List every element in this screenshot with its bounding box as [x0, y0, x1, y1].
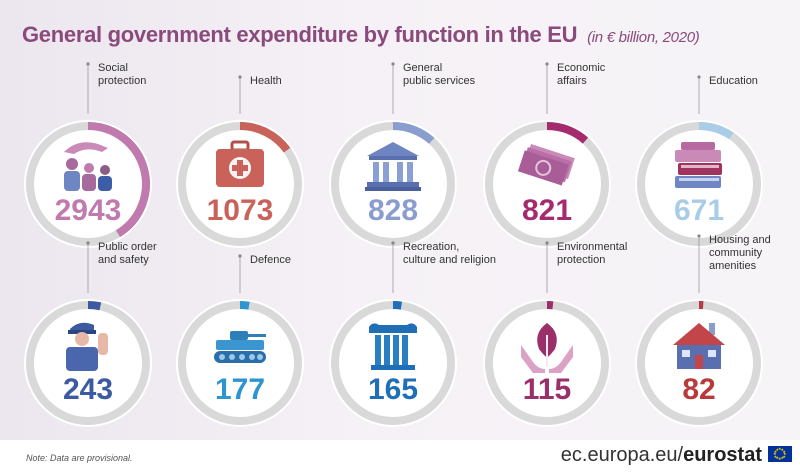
category-label: Recreation, — [403, 241, 459, 253]
category-label: amenities — [709, 260, 757, 272]
chart-title-text: General government expenditure by functi… — [22, 22, 578, 47]
leader-dot — [238, 254, 242, 258]
chart-subtitle: (in € billion, 2020) — [587, 29, 700, 46]
category-label: Defence — [250, 254, 291, 266]
leader-dot — [238, 75, 242, 79]
category-label: Economic — [557, 62, 606, 74]
value-arc — [87, 301, 102, 311]
footer-bar — [0, 440, 800, 473]
value-label: 2943 — [55, 194, 122, 227]
value-arc — [392, 301, 402, 310]
eurostat-url[interactable]: ec.europa.eu/eurostat — [561, 444, 762, 467]
flag-star-icon: ★ — [782, 448, 786, 454]
expenditure-tiles: Socialprotection2943Health1073Generalpub… — [24, 62, 771, 427]
flag-star-icon: ★ — [773, 451, 777, 456]
eu-flag-icon: ★ ★ ★ ★ ★ ★ ★ ★ ★ ★ ★ ★ — [768, 446, 792, 462]
expenditure-ring-chart: Socialprotection2943Health1073Generalpub… — [24, 62, 771, 427]
value-arc — [392, 122, 435, 144]
category-label: community — [709, 247, 763, 259]
flag-star-icon: ★ — [773, 448, 778, 454]
value-arc — [239, 301, 250, 310]
value-arc — [698, 122, 734, 140]
flag-star-icon: ★ — [778, 456, 782, 461]
ring-tile-7: Recreation,culture and religion 165 — [329, 241, 496, 427]
value-label: 1073 — [207, 194, 274, 227]
ring-tile-1: Health 1073 — [176, 75, 304, 248]
footnote: Note: Data are provisional. — [26, 453, 133, 463]
leader-dot — [86, 62, 90, 66]
category-label: Public order — [98, 241, 157, 253]
value-label: 115 — [523, 373, 571, 406]
flag-star-icon: ★ — [780, 446, 785, 452]
category-label: Social — [98, 62, 128, 74]
category-label: protection — [557, 254, 605, 266]
value-label: 82 — [682, 373, 715, 406]
category-label: Environmental — [557, 241, 627, 253]
site-brand: eurostat — [683, 444, 762, 466]
value-label: 828 — [368, 194, 418, 227]
ring-background — [483, 120, 611, 248]
leader-dot — [391, 62, 395, 66]
value-label: 821 — [522, 194, 572, 227]
flag-star-icon: ★ — [782, 453, 786, 459]
category-label: Housing and — [709, 234, 771, 246]
ring-tile-6: Defence 177 — [176, 254, 304, 427]
flag-star-icon: ★ — [778, 446, 782, 451]
value-arc — [546, 122, 589, 144]
leader-dot — [86, 241, 90, 245]
site-prefix: ec.europa.eu/ — [560, 444, 684, 466]
flag-star-icon: ★ — [783, 451, 787, 456]
leader-dot — [545, 62, 549, 66]
category-label: culture and religion — [403, 254, 496, 266]
flag-star-icon: ★ — [775, 455, 780, 461]
value-label: 165 — [368, 373, 418, 406]
flag-star-icon: ★ — [773, 453, 778, 459]
value-arc — [239, 122, 291, 153]
category-label: affairs — [557, 75, 587, 87]
category-label: Health — [250, 75, 282, 87]
leader-dot — [697, 75, 701, 79]
chart-title: General government expenditure by functi… — [22, 22, 700, 48]
category-label: Education — [709, 75, 758, 87]
leader-dot — [545, 241, 549, 245]
flag-star-icon: ★ — [775, 446, 780, 452]
ring-background — [176, 299, 304, 427]
ring-tile-4: Education 671 — [635, 75, 763, 248]
category-label: and safety — [98, 254, 149, 266]
category-label: General — [403, 62, 442, 74]
category-label: protection — [98, 75, 146, 87]
leader-dot — [391, 241, 395, 245]
value-arc — [87, 122, 150, 238]
value-label: 243 — [63, 373, 113, 406]
value-label: 671 — [674, 194, 724, 227]
leader-dot — [697, 234, 701, 238]
category-label: public services — [403, 75, 476, 87]
flag-star-icon: ★ — [780, 455, 785, 461]
value-label: 177 — [215, 373, 265, 406]
